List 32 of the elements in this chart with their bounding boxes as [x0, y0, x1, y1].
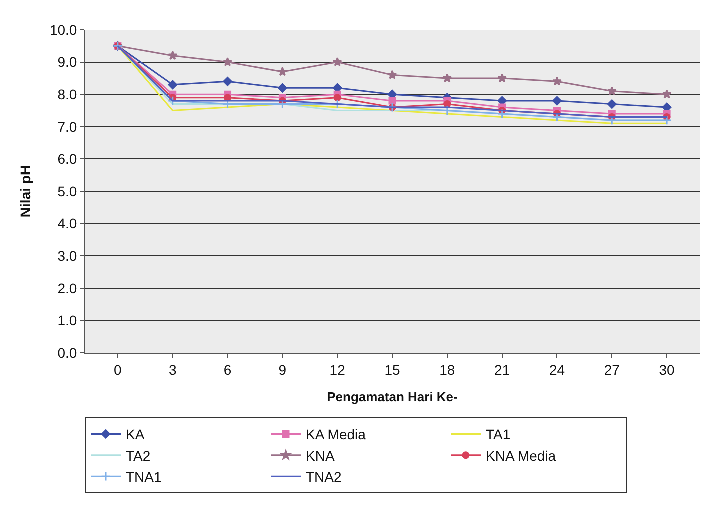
x-tick-label: 30 [659, 362, 676, 378]
x-tick-label: 21 [494, 362, 510, 378]
y-tick-label: 4.0 [58, 216, 78, 232]
x-tick-label: 27 [604, 362, 620, 378]
x-tick-label: 15 [384, 362, 400, 378]
legend-label: KNA [306, 448, 336, 464]
x-tick-label: 6 [224, 362, 232, 378]
y-tick-label: 2.0 [58, 280, 78, 296]
x-tick-label: 18 [440, 362, 456, 378]
legend-label: KA Media [306, 426, 366, 443]
y-tick-label: 10.0 [50, 22, 78, 38]
legend-label: TA2 [126, 448, 151, 464]
legend-label: TNA2 [306, 469, 342, 486]
y-tick-label: 7.0 [58, 118, 78, 135]
y-tick-label: 6.0 [58, 151, 78, 168]
x-tick-label: 9 [278, 362, 287, 378]
y-tick-label: 8.0 [58, 86, 78, 102]
legend-label: KA [126, 426, 146, 443]
y-tick-label: 9.0 [58, 54, 78, 70]
y-tick-label: 1.0 [58, 312, 78, 329]
x-tick-label: 0 [114, 362, 122, 378]
y-tick-label: 5.0 [58, 183, 78, 200]
x-tick-label: 12 [330, 362, 346, 378]
y-tick-label: 3.0 [58, 248, 78, 264]
y-tick-label: 0.0 [58, 344, 78, 361]
legend-label: TNA1 [126, 469, 162, 486]
x-axis-title: Pengamatan Hari Ke- [327, 389, 458, 404]
x-tick-label: 3 [168, 362, 177, 378]
x-tick-label: 24 [549, 362, 566, 378]
legend-label: TA1 [486, 426, 511, 443]
legend-label: KNA Media [486, 448, 556, 464]
y-axis-title: Nilai pH [18, 165, 34, 218]
